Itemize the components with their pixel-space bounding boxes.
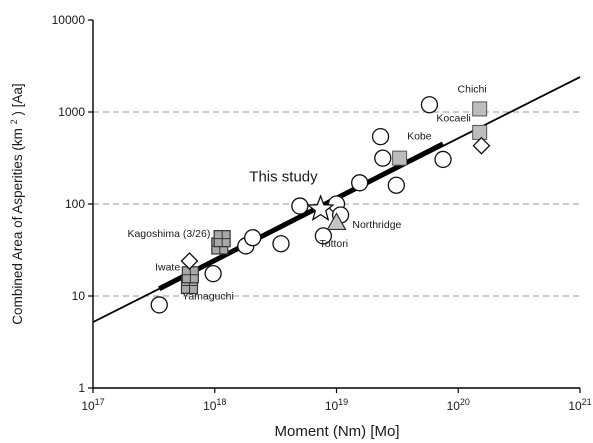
annotation-label: Chichi [458, 84, 487, 96]
y-axis-label-text: Combined Area of Asperities (km 2 ) [Aa] [9, 83, 25, 324]
annotation-label: This study [249, 169, 318, 186]
annotation-label: Yamaguchi [182, 290, 234, 302]
star-marker [306, 194, 335, 222]
circle-marker [291, 197, 309, 215]
grid-square-marker [181, 266, 199, 284]
annotation-label: Kagoshima (3/26) [127, 228, 210, 240]
data-markers [150, 96, 491, 314]
annotation-label: Tottori [319, 238, 348, 250]
tick-labels: 1 10 100 1000 10000 1017 1018 1019 1020 1021 [52, 13, 592, 413]
annotation-label: Iwate [155, 261, 180, 273]
x-tick-label: 1017 [81, 397, 104, 413]
triangle-marker [326, 212, 347, 231]
grid-square-marker [213, 230, 231, 248]
circle-marker [150, 296, 168, 314]
annotations: This study Chichi Kocaeli Kobe Northridge Tot… [127, 84, 486, 303]
annotation-label: Northridge [352, 219, 401, 231]
fit-line-bold [158, 141, 445, 291]
y-tick-label: 100 [65, 197, 85, 211]
circle-marker [374, 149, 392, 167]
circle-marker [244, 229, 262, 247]
x-tick-label: 1018 [203, 397, 226, 413]
circle-marker [371, 127, 390, 146]
axes [88, 19, 581, 393]
circle-marker [351, 174, 369, 192]
y-tick-label: 10 [72, 289, 86, 303]
y-tick-label: 1 [78, 381, 85, 395]
circle-marker [204, 264, 222, 283]
square-marker [472, 124, 488, 140]
circle-marker [420, 96, 439, 114]
diamond-marker [180, 252, 199, 270]
x-axis-label: Moment (Nm) [Mo] [274, 423, 399, 440]
square-marker [392, 150, 408, 166]
square-marker [472, 101, 488, 117]
annotation-label: Kocaeli [436, 112, 470, 124]
diamond-marker [472, 136, 491, 155]
x-tick-label: 1021 [568, 397, 591, 413]
y-axis-label: Combined Area of Asperities (km 2 ) [Aa] [9, 83, 25, 324]
circle-marker [314, 227, 333, 245]
circle-marker [387, 176, 405, 194]
x-tick-label: 1020 [447, 397, 470, 413]
y-tick-label: 1000 [58, 105, 85, 119]
circle-marker [434, 150, 452, 169]
x-tick-label: 1019 [325, 397, 348, 413]
y-tick-label: 10000 [52, 13, 86, 27]
annotation-label: Kobe [407, 130, 432, 142]
circle-marker [272, 235, 290, 253]
